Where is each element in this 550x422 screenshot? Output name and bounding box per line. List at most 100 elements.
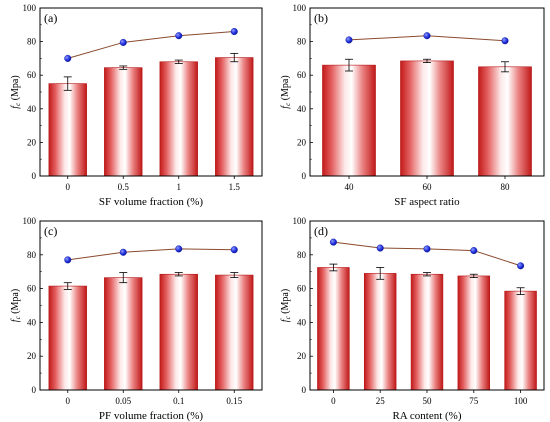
trend-line xyxy=(67,248,235,261)
error-bar-5 xyxy=(516,287,525,295)
trend-point-5 xyxy=(517,262,525,270)
bar-3 xyxy=(159,273,198,391)
panel-label: (c) xyxy=(44,224,57,238)
bar-1 xyxy=(317,267,350,391)
panel-label: (b) xyxy=(314,11,328,25)
y-tick-label: 20 xyxy=(27,351,37,361)
x-tick-label: 60 xyxy=(423,182,433,192)
bar-2 xyxy=(363,273,397,391)
bar-2 xyxy=(104,277,143,391)
error-bar-2 xyxy=(119,65,128,70)
y-tick-label: 80 xyxy=(27,37,37,47)
error-bar-4 xyxy=(230,52,239,63)
x-tick-label: 0 xyxy=(66,182,71,192)
trend-point-1 xyxy=(345,36,353,44)
error-bar-1 xyxy=(329,263,338,272)
x-tick-label: 0 xyxy=(66,396,71,406)
y-tick-label: 80 xyxy=(297,37,307,47)
chart-panel-3: 0 20 40 60 80 100 0 0.05 0.1 0.15 PF volume fracti… xyxy=(10,216,263,422)
chart-panel-4: 0 20 40 60 80 100 0 25 50 75 100 RA content (%) fc (… xyxy=(280,216,545,422)
trend-point-2 xyxy=(119,248,127,256)
x-tick-label: 0.15 xyxy=(226,396,242,406)
x-tick-label: 1.5 xyxy=(229,182,241,192)
error-bar-2 xyxy=(423,58,431,63)
y-tick-label: 60 xyxy=(27,70,37,80)
trend-point-2 xyxy=(376,244,384,252)
x-tick-label: 25 xyxy=(376,396,386,406)
y-tick-label: 100 xyxy=(293,216,307,226)
y-tick-label: 60 xyxy=(297,70,307,80)
x-tick-label: 0 xyxy=(331,396,336,406)
y-tick-label: 40 xyxy=(27,317,37,327)
y-tick-label: 100 xyxy=(23,216,37,226)
error-bar-3 xyxy=(423,272,431,277)
y-tick-label: 20 xyxy=(27,137,37,147)
y-axis-label: fc (Mpa) xyxy=(280,289,292,322)
trend-line xyxy=(67,31,235,59)
bar-4 xyxy=(215,274,254,391)
x-tick-label: 100 xyxy=(514,396,528,406)
error-bar-1 xyxy=(63,76,72,91)
bar-4 xyxy=(457,275,491,391)
y-tick-label: 100 xyxy=(293,3,307,13)
trend-point-4 xyxy=(230,28,238,36)
error-bar-4 xyxy=(230,272,239,279)
trend-point-1 xyxy=(329,238,337,246)
y-tick-label: 40 xyxy=(297,104,307,114)
bar-1 xyxy=(322,64,376,177)
x-tick-label: 75 xyxy=(469,396,479,406)
error-bar-3 xyxy=(174,59,183,64)
y-tick-label: 60 xyxy=(297,284,307,294)
trend-point-4 xyxy=(470,247,478,255)
trend-point-2 xyxy=(119,38,127,46)
y-axis-label: fc (Mpa) xyxy=(10,289,22,322)
panel-label: (d) xyxy=(314,224,328,238)
trend-point-1 xyxy=(64,54,72,62)
chart-panel-1: 0 20 40 60 80 100 0 0.5 1 1.5 SF volume fraction (… xyxy=(10,3,263,208)
bar-5 xyxy=(504,290,537,391)
x-axis-label: SF aspect ratio xyxy=(394,196,460,208)
y-axis-label: fc (Mpa) xyxy=(280,75,292,108)
trend-point-3 xyxy=(501,37,509,45)
bar-1 xyxy=(48,83,87,177)
x-tick-label: 80 xyxy=(501,182,511,192)
x-tick-label: 40 xyxy=(345,182,355,192)
y-tick-label: 0 xyxy=(32,385,37,395)
bar-2 xyxy=(400,60,454,177)
error-bar-3 xyxy=(501,61,509,73)
x-tick-label: 0.05 xyxy=(115,396,131,406)
x-tick-label: 0.5 xyxy=(118,182,130,192)
error-bar-1 xyxy=(63,282,72,290)
x-tick-label: 50 xyxy=(423,396,433,406)
y-tick-label: 80 xyxy=(27,250,37,260)
y-tick-label: 20 xyxy=(297,137,307,147)
trend-point-3 xyxy=(423,245,431,253)
bar-1 xyxy=(48,285,87,391)
error-bar-3 xyxy=(174,272,183,277)
trend-point-3 xyxy=(175,32,183,40)
bar-3 xyxy=(478,66,532,177)
y-axis-label: fc (Mpa) xyxy=(10,75,22,108)
x-tick-label: 1 xyxy=(177,182,182,192)
error-bar-2 xyxy=(119,272,128,284)
y-tick-label: 60 xyxy=(27,284,37,294)
x-axis-label: SF volume fraction (%) xyxy=(99,196,204,208)
y-tick-label: 0 xyxy=(32,171,37,181)
y-tick-label: 40 xyxy=(27,104,37,114)
trend-point-2 xyxy=(423,32,431,40)
x-axis-label: PF volume fraction (%) xyxy=(99,410,204,422)
y-tick-label: 100 xyxy=(23,3,37,13)
chart-panel-2: 0 20 40 60 80 100 40 60 80 SF aspect ratio fc (Mpa… xyxy=(280,3,545,208)
panel-label: (a) xyxy=(44,11,57,25)
y-tick-label: 0 xyxy=(302,171,307,181)
trend-point-4 xyxy=(230,246,238,254)
y-tick-label: 40 xyxy=(297,317,307,327)
y-tick-label: 0 xyxy=(302,385,307,395)
bar-3 xyxy=(410,273,444,391)
trend-point-1 xyxy=(64,256,72,264)
error-bar-4 xyxy=(469,273,478,279)
bar-2 xyxy=(104,67,143,177)
bar-4 xyxy=(215,57,254,177)
trend-point-3 xyxy=(175,245,183,253)
